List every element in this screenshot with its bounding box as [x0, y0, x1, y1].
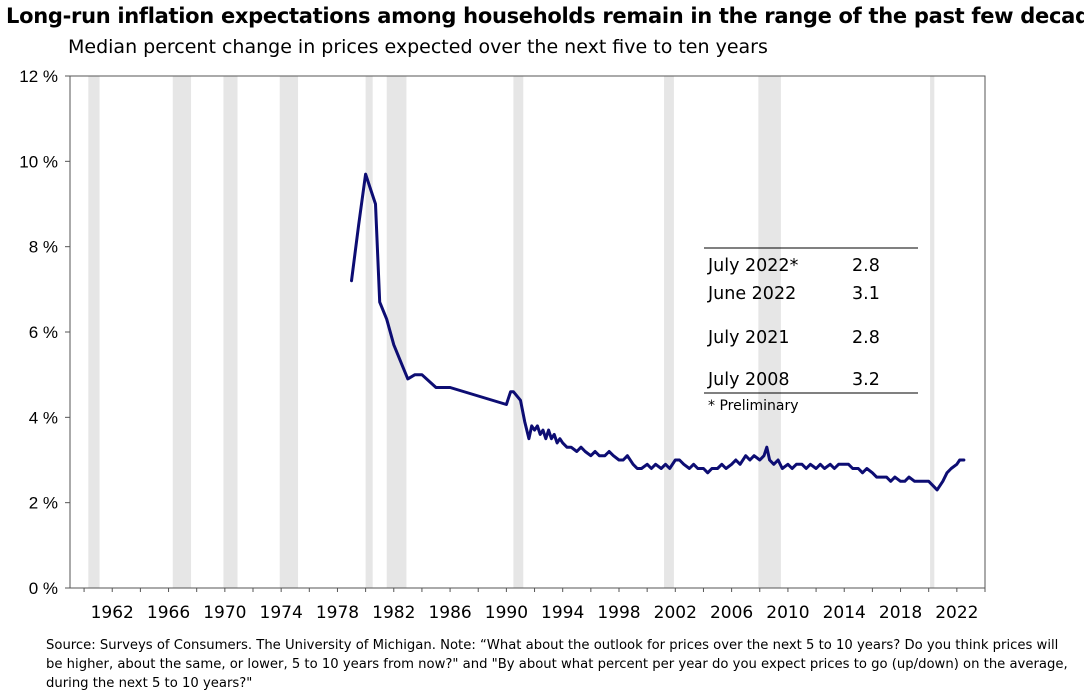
recession-bands — [88, 76, 935, 588]
inset-row-label: June 2022 — [707, 284, 796, 304]
y-axis: 0 % 2 % 4 % 6 % 8 % 10 % 12 % — [19, 67, 70, 598]
inset-row-value: 3.2 — [852, 370, 880, 390]
x-tick-label: 2002 — [654, 603, 697, 623]
recession-band — [172, 76, 192, 588]
x-tick-label: 2006 — [710, 603, 753, 623]
y-tick-label: 8 % — [29, 238, 58, 257]
inset-row-label: July 2022* — [707, 256, 799, 276]
inset-table: July 2022* 2.8 June 2022 3.1 July 2021 2… — [704, 247, 918, 414]
y-tick-label: 0 % — [29, 579, 58, 598]
series-line — [350, 172, 966, 492]
inset-row-value: 2.8 — [852, 328, 880, 348]
x-tick-label: 2018 — [879, 603, 922, 623]
inset-row-value: 2.8 — [852, 256, 880, 276]
x-tick-label: 1990 — [485, 603, 528, 623]
inset-row-value: 3.1 — [852, 284, 880, 304]
chart-subtitle: Median percent change in prices expected… — [68, 36, 768, 58]
x-tick-label: 1998 — [597, 603, 640, 623]
recession-band — [513, 76, 524, 588]
x-tick-label: 1978 — [316, 603, 359, 623]
x-tick-label: 1974 — [260, 603, 303, 623]
x-axis: 1962 1966 1970 1974 1978 1982 1986 1990 1994 1998… — [83, 588, 986, 623]
plot-frame — [69, 75, 986, 589]
recession-band — [930, 76, 935, 588]
y-tick-label: 4 % — [29, 408, 58, 427]
x-tick-label: 1986 — [428, 603, 471, 623]
x-tick-label: 2010 — [766, 603, 809, 623]
source-note: Source: Surveys of Consumers. The Univer… — [46, 638, 1068, 691]
x-tick-label: 1994 — [541, 603, 584, 623]
x-tick-label: 2022 — [935, 603, 978, 623]
y-tick-label: 12 % — [19, 67, 58, 86]
chart-title: Long-run inflation expectations among ho… — [6, 4, 1084, 28]
recession-band — [386, 76, 407, 588]
inset-row-label: July 2021 — [707, 328, 790, 348]
recession-band — [88, 76, 100, 588]
recession-band — [365, 76, 373, 588]
x-tick-label: 1970 — [203, 603, 246, 623]
recession-band — [279, 76, 299, 588]
recession-band — [664, 76, 674, 588]
recession-band — [223, 76, 238, 588]
y-tick-label: 10 % — [19, 152, 58, 171]
series-group — [350, 172, 966, 492]
x-tick-label: 1982 — [372, 603, 415, 623]
x-tick-label: 2014 — [823, 603, 866, 623]
recession-band — [758, 76, 781, 588]
y-tick-label: 2 % — [29, 494, 58, 513]
x-tick-label: 1962 — [91, 603, 134, 623]
x-tick-label: 1966 — [147, 603, 190, 623]
inset-footnote: * Preliminary — [708, 398, 799, 414]
inset-row-label: July 2008 — [707, 370, 790, 390]
y-tick-label: 6 % — [29, 323, 58, 342]
